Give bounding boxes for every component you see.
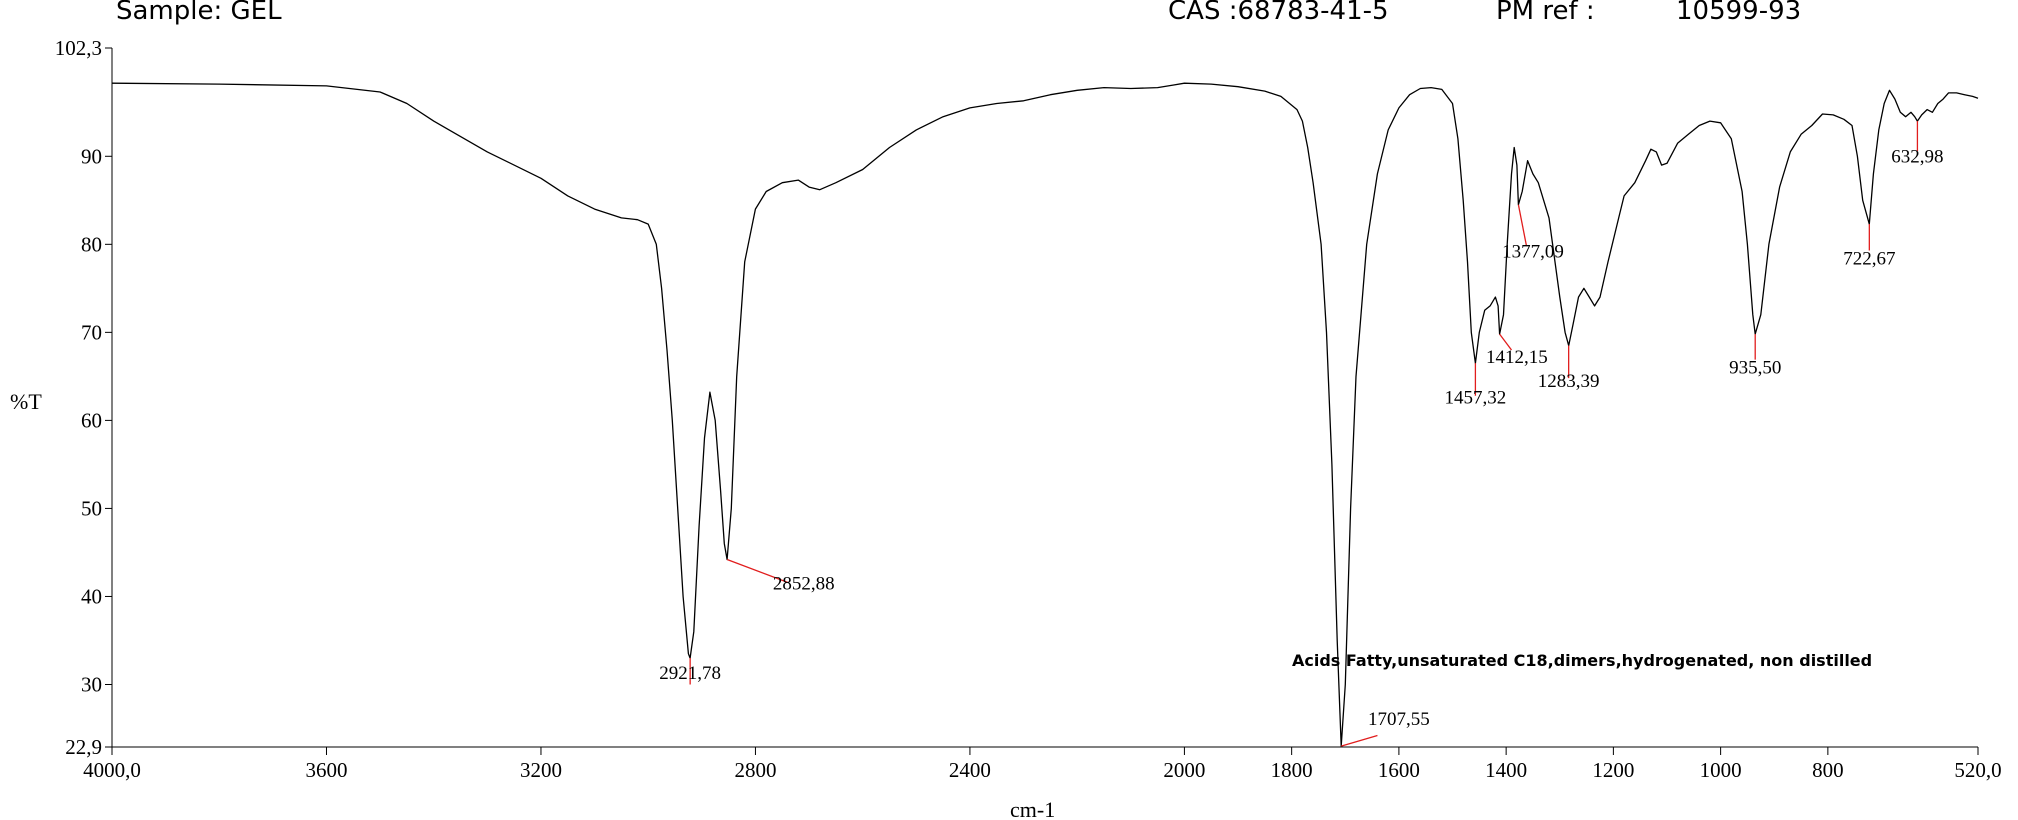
y-tick-label: 80	[81, 232, 102, 256]
pm-ref-value: 10599-93	[1676, 0, 1801, 26]
peak-label: 1283,39	[1538, 371, 1600, 392]
x-tick-label: 1400	[1485, 758, 1527, 782]
y-tick-label: 22,9	[65, 735, 102, 759]
peak-marker-line	[726, 558, 788, 583]
x-tick-label: 3200	[520, 758, 562, 782]
x-axis-title: cm-1	[1010, 797, 1055, 820]
x-tick-label: 1000	[1700, 758, 1742, 782]
x-tick-label: 800	[1812, 758, 1844, 782]
y-tick-label: 70	[81, 320, 102, 344]
x-tick-label: 4000,0	[83, 758, 141, 782]
y-tick-label: 60	[81, 408, 102, 432]
y-tick-label: 50	[81, 496, 102, 520]
compound-annotation: Acids Fatty,unsaturated C18,dimers,hydro…	[1292, 651, 1872, 670]
peak-label: 935,50	[1729, 358, 1781, 379]
peak-label: 722,67	[1843, 249, 1895, 270]
x-tick-label: 1200	[1592, 758, 1634, 782]
peak-label: 632,98	[1891, 146, 1943, 167]
x-tick-label: 2400	[949, 758, 991, 782]
peak-label: 1412,15	[1486, 347, 1548, 368]
peak-label: 2921,78	[659, 663, 721, 684]
peak-label: 1377,09	[1502, 242, 1564, 263]
x-tick-label: 2800	[734, 758, 776, 782]
y-axis-title: %T	[10, 389, 42, 414]
spectrum-series	[111, 82, 1979, 747]
peak-marker-line	[1341, 734, 1378, 747]
y-tick-label: 40	[81, 584, 102, 608]
peak-label: 2852,88	[773, 573, 835, 594]
cas-label: CAS :68783-41-5	[1168, 0, 1389, 26]
x-tick-label: 1600	[1378, 758, 1420, 782]
y-tick-label: 102,3	[55, 36, 102, 60]
x-tick-label: 1800	[1271, 758, 1313, 782]
peak-marker-line	[1517, 204, 1528, 247]
peak-label: 1457,32	[1445, 388, 1507, 409]
pm-ref-label: PM ref :	[1496, 0, 1595, 26]
peak-annotations: 2921,78 2852,88 1707,55 1457,32 1412,15 1377,…	[659, 121, 1944, 747]
x-tick-label: 520,0	[1954, 758, 2001, 782]
x-tick-label: 3600	[305, 758, 347, 782]
x-tick-label: 2000	[1163, 758, 1205, 782]
peak-marker-line	[1499, 333, 1513, 351]
sample-label: Sample: GEL	[116, 0, 282, 26]
peak-label: 1707,55	[1368, 709, 1430, 730]
y-tick-label: 30	[81, 672, 102, 696]
y-tick-label: 90	[81, 144, 102, 168]
spectrum-line	[111, 82, 1979, 747]
